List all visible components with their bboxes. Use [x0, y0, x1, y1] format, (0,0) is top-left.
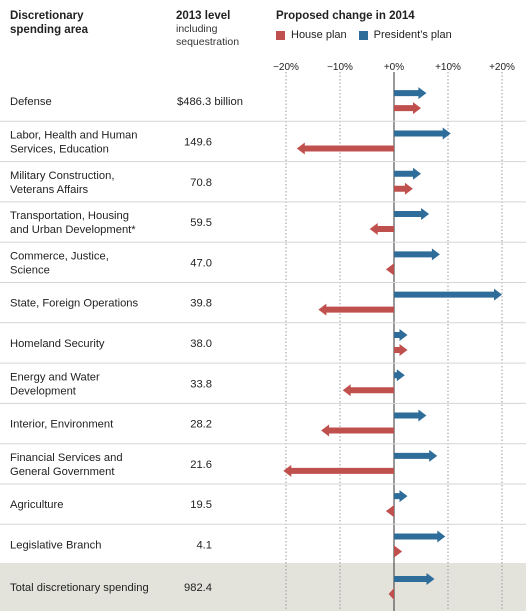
house-arrow-7 [342, 384, 394, 397]
row-label-11-0: Legislative Branch [10, 539, 101, 551]
row-level-8: 28.2 [190, 419, 212, 431]
row-level-11: 4.1 [196, 539, 212, 551]
legend-swatch-president [358, 30, 368, 40]
row-level-4: 47.0 [190, 257, 212, 269]
president-arrow-5 [394, 288, 502, 301]
row-label-4-1: Science [10, 264, 50, 276]
president-arrow-11 [394, 530, 446, 543]
x-tick-label-4: +20% [489, 62, 515, 73]
row-level-1: 149.6 [184, 136, 212, 148]
house-arrow-10 [385, 505, 394, 518]
house-arrow-9 [283, 464, 394, 477]
row-label-9-0: Financial Services and [10, 452, 123, 464]
house-arrow-2 [394, 182, 413, 195]
house-arrow-12 [388, 588, 394, 600]
row-label-7-1: Development [10, 385, 77, 397]
house-arrow-6 [394, 343, 408, 356]
row-label-4-0: Commerce, Justice, [10, 250, 109, 262]
row-level-5: 39.8 [190, 298, 212, 310]
legend-item-president: President’s plan [358, 29, 452, 41]
legend-label-president: President’s plan [373, 29, 452, 41]
row-label-9-1: General Government [10, 466, 115, 478]
house-arrow-4 [385, 263, 394, 276]
row-level-6: 38.0 [190, 338, 212, 350]
level-header: 2013 level including sequestration [176, 9, 239, 49]
president-arrow-10 [394, 490, 408, 503]
x-tick-label-2: +0% [384, 62, 404, 73]
house-arrow-1 [296, 142, 394, 155]
president-arrow-12 [394, 573, 435, 585]
legend-item-house: House plan [276, 29, 347, 41]
house-arrow-5 [318, 303, 394, 316]
row-label-7-0: Energy and Water [10, 371, 100, 383]
row-label-8-0: Interior, Environment [10, 419, 114, 431]
row-label-2-0: Military Construction, [10, 170, 114, 182]
president-arrow-2 [394, 167, 421, 180]
row-label-3-1: and Urban Development* [10, 224, 136, 236]
row-label-0-0: Defense [10, 96, 52, 108]
row-level-10: 19.5 [190, 499, 212, 511]
row-level-0: $486.3 billion [177, 96, 243, 108]
row-label-10-0: Agriculture [10, 499, 63, 511]
area-header-line1: Discretionary [10, 10, 84, 22]
president-arrow-1 [394, 127, 451, 140]
house-arrow-8 [321, 424, 394, 437]
legend-label-house: House plan [291, 29, 347, 41]
level-header-line1: 2013 level [176, 10, 231, 22]
row-level-9: 21.6 [190, 459, 212, 471]
change-header: Proposed change in 2014 [276, 10, 415, 22]
level-header-line3: sequestration [176, 36, 240, 48]
house-arrow-3 [369, 223, 394, 236]
house-arrow-0 [394, 102, 421, 115]
row-label-5-0: State, Foreign Operations [10, 298, 139, 310]
row-label-2-1: Veterans Affairs [10, 184, 89, 196]
legend-swatch-house [276, 30, 285, 40]
house-arrow-11 [394, 545, 403, 558]
row-label-3-0: Transportation, Housing [10, 210, 129, 222]
row-label-12-0: Total discretionary spending [10, 582, 149, 594]
president-arrow-4 [394, 248, 440, 261]
x-tick-label-1: −10% [327, 62, 353, 73]
president-arrow-8 [394, 409, 427, 422]
president-arrow-9 [394, 449, 438, 462]
row-label-1-1: Services, Education [10, 143, 109, 155]
row-level-2: 70.8 [190, 177, 212, 189]
president-arrow-7 [394, 369, 405, 382]
row-label-1-0: Labor, Health and Human [10, 129, 138, 141]
president-arrow-0 [394, 87, 427, 100]
row-level-3: 59.5 [190, 217, 212, 229]
area-header-line2: spending area [10, 24, 88, 36]
chart-legend: House plan President’s plan [276, 29, 464, 41]
row-label-6-0: Homeland Security [10, 338, 105, 350]
president-arrow-6 [394, 328, 408, 341]
x-tick-label-0: −20% [273, 62, 299, 73]
row-level-12: 982.4 [184, 582, 212, 594]
x-tick-label-3: +10% [435, 62, 461, 73]
president-arrow-3 [394, 208, 430, 221]
row-level-7: 33.8 [190, 378, 212, 390]
level-header-line2: including [176, 23, 218, 35]
area-header: Discretionary spending area [10, 9, 88, 37]
total-row-background [0, 563, 526, 611]
